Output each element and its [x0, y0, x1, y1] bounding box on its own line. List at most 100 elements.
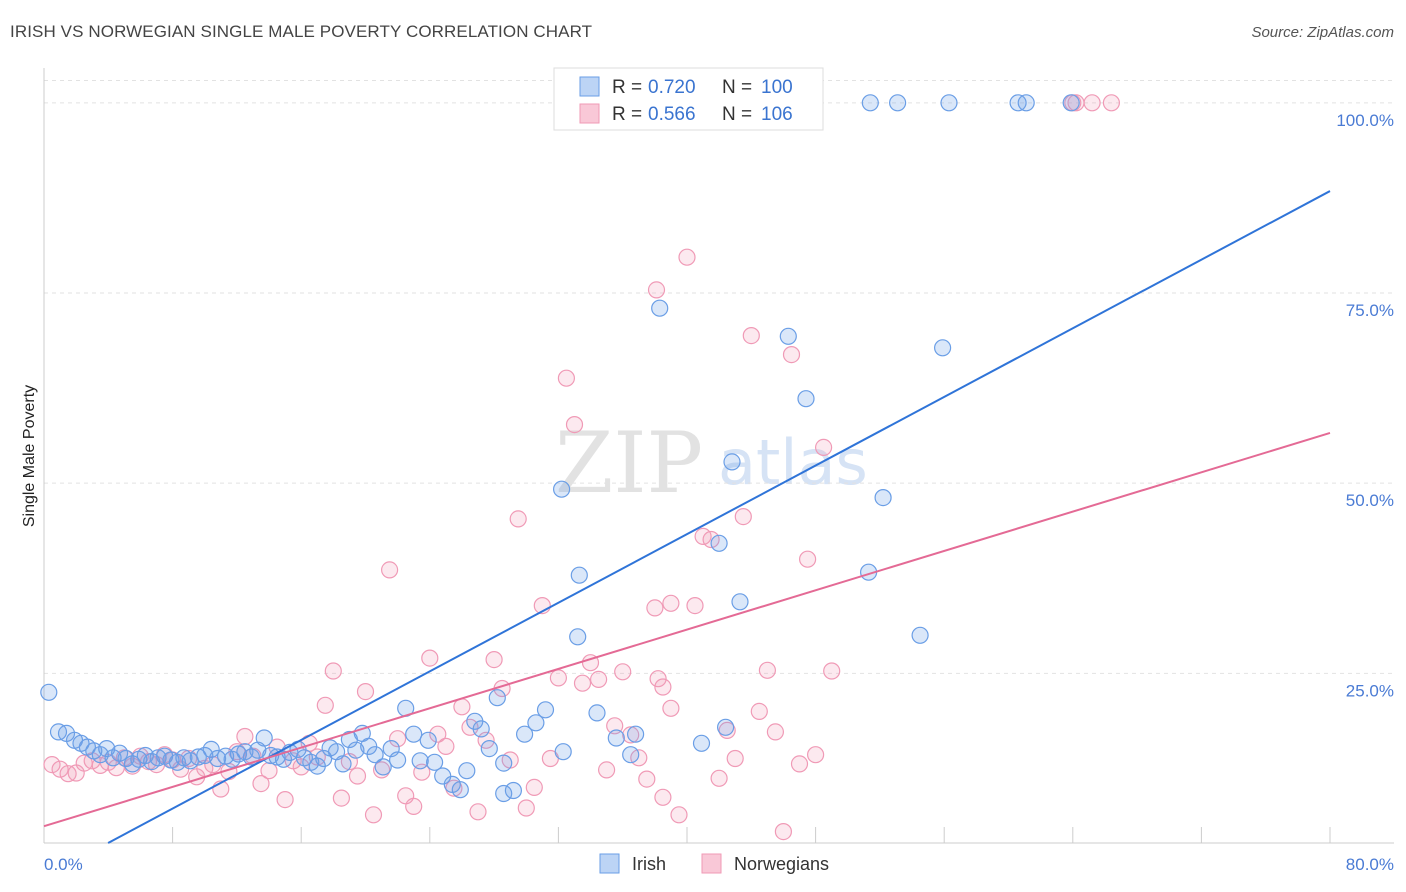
- irish-point: [607, 729, 625, 747]
- norwegians-point: [1083, 94, 1101, 112]
- norwegians-point: [316, 696, 334, 714]
- norwegians-point: [597, 761, 616, 779]
- norwegians-point: [726, 749, 744, 768]
- irish-point: [458, 762, 476, 780]
- watermark-atlas: atlas: [718, 426, 868, 499]
- norwegians-point: [437, 737, 455, 756]
- norwegians-point: [525, 778, 543, 797]
- norwegians-point: [236, 727, 254, 746]
- x-tick-label-max: 80.0%: [1346, 855, 1394, 874]
- irish-trend-line: [107, 190, 1331, 844]
- irish-point: [91, 746, 109, 764]
- norwegians-point: [614, 663, 632, 681]
- irish-point: [554, 743, 572, 761]
- norwegians-point: [509, 510, 527, 528]
- norwegians-point: [276, 790, 294, 809]
- series-legend-label-irish: Irish: [632, 854, 666, 874]
- y-tick-labels: 25.0% 50.0% 75.0% 100.0%: [1336, 111, 1394, 701]
- legend-swatch-irish: [579, 76, 600, 97]
- irish-point: [472, 720, 490, 738]
- norwegians-point: [798, 550, 817, 568]
- norwegians-point: [649, 670, 667, 688]
- irish-point: [588, 704, 606, 722]
- irish-point: [426, 753, 444, 771]
- norwegians-point: [702, 530, 720, 549]
- irish-point: [136, 746, 154, 765]
- series-legend-swatch-norwegians: [701, 853, 722, 874]
- legend-n-value-irish: 100: [761, 77, 793, 98]
- norwegians-point: [389, 730, 407, 748]
- norwegians-point: [710, 769, 728, 787]
- norwegians-point: [589, 670, 608, 689]
- irish-point: [411, 752, 429, 770]
- norwegians-point: [647, 281, 666, 299]
- y-tick-label: 75.0%: [1346, 301, 1394, 320]
- irish-point: [189, 748, 207, 766]
- norwegians-point: [823, 662, 841, 680]
- norwegians-point: [405, 797, 423, 816]
- irish-point: [888, 94, 907, 112]
- irish-point: [651, 299, 669, 317]
- norwegians-point: [766, 723, 785, 741]
- norwegians-point: [324, 662, 342, 680]
- irish-point: [692, 734, 711, 752]
- legend-r-value-norwegians: 0.566: [648, 104, 696, 125]
- norwegians-point: [381, 561, 399, 579]
- norwegians-point: [654, 678, 672, 696]
- norwegians-point: [573, 674, 592, 692]
- irish-point: [552, 480, 571, 498]
- irish-point: [374, 758, 392, 776]
- norwegians-point: [557, 369, 576, 387]
- irish-point: [710, 534, 728, 552]
- irish-point: [389, 751, 407, 769]
- norwegians-point: [654, 788, 672, 806]
- norwegians-point: [43, 755, 61, 774]
- stats-legend: R = 0.720 N = 100 R = 0.566 N = 106: [553, 67, 824, 131]
- series-legend: Irish Norwegians: [599, 853, 829, 874]
- norwegians-point: [252, 774, 270, 793]
- irish-point: [797, 390, 815, 408]
- irish-point: [622, 746, 640, 764]
- norwegians-point: [758, 661, 777, 679]
- legend-n-label-irish: N =: [722, 77, 752, 98]
- gridlines: [44, 80, 1394, 674]
- irish-point: [731, 593, 749, 611]
- norwegians-point: [686, 596, 704, 615]
- irish-point: [405, 725, 423, 743]
- norwegians-point: [814, 438, 833, 456]
- irish-point: [1017, 94, 1035, 112]
- x-tick-label-min: 0.0%: [44, 855, 83, 874]
- legend-n-value-norwegians: 106: [761, 104, 793, 125]
- legend-r-label-irish: R =: [612, 77, 642, 98]
- irish-point: [495, 754, 513, 772]
- y-tick-label: 25.0%: [1346, 681, 1394, 700]
- norwegians-point: [806, 746, 825, 764]
- irish-point: [255, 729, 273, 747]
- irish-point: [334, 755, 352, 773]
- norwegians-point: [260, 762, 278, 780]
- irish-point: [861, 94, 879, 112]
- norwegians-point: [622, 726, 640, 744]
- norwegians-point: [678, 248, 696, 266]
- y-axis-label: Single Male Poverty: [21, 385, 38, 527]
- irish-point: [98, 739, 116, 758]
- irish-point: [274, 750, 293, 768]
- trend-lines: [43, 190, 1331, 844]
- irish-point: [779, 327, 797, 345]
- norwegians-point: [51, 760, 69, 778]
- irish-point: [40, 683, 58, 701]
- norwegians-point: [662, 594, 680, 612]
- norwegians-point: [485, 650, 503, 669]
- norwegians-point: [356, 682, 375, 701]
- legend-r-value-irish: 0.720: [648, 77, 696, 98]
- irish-point: [347, 741, 365, 759]
- y-tick-label: 100.0%: [1336, 111, 1394, 130]
- irish-point: [569, 628, 587, 646]
- irish-point: [626, 725, 645, 743]
- norwegians-point: [517, 799, 535, 817]
- irish-point: [366, 746, 384, 764]
- axes: [43, 68, 1394, 844]
- series-legend-label-norwegians: Norwegians: [734, 854, 829, 874]
- norwegians-point: [670, 806, 688, 824]
- norwegians-point: [646, 599, 664, 617]
